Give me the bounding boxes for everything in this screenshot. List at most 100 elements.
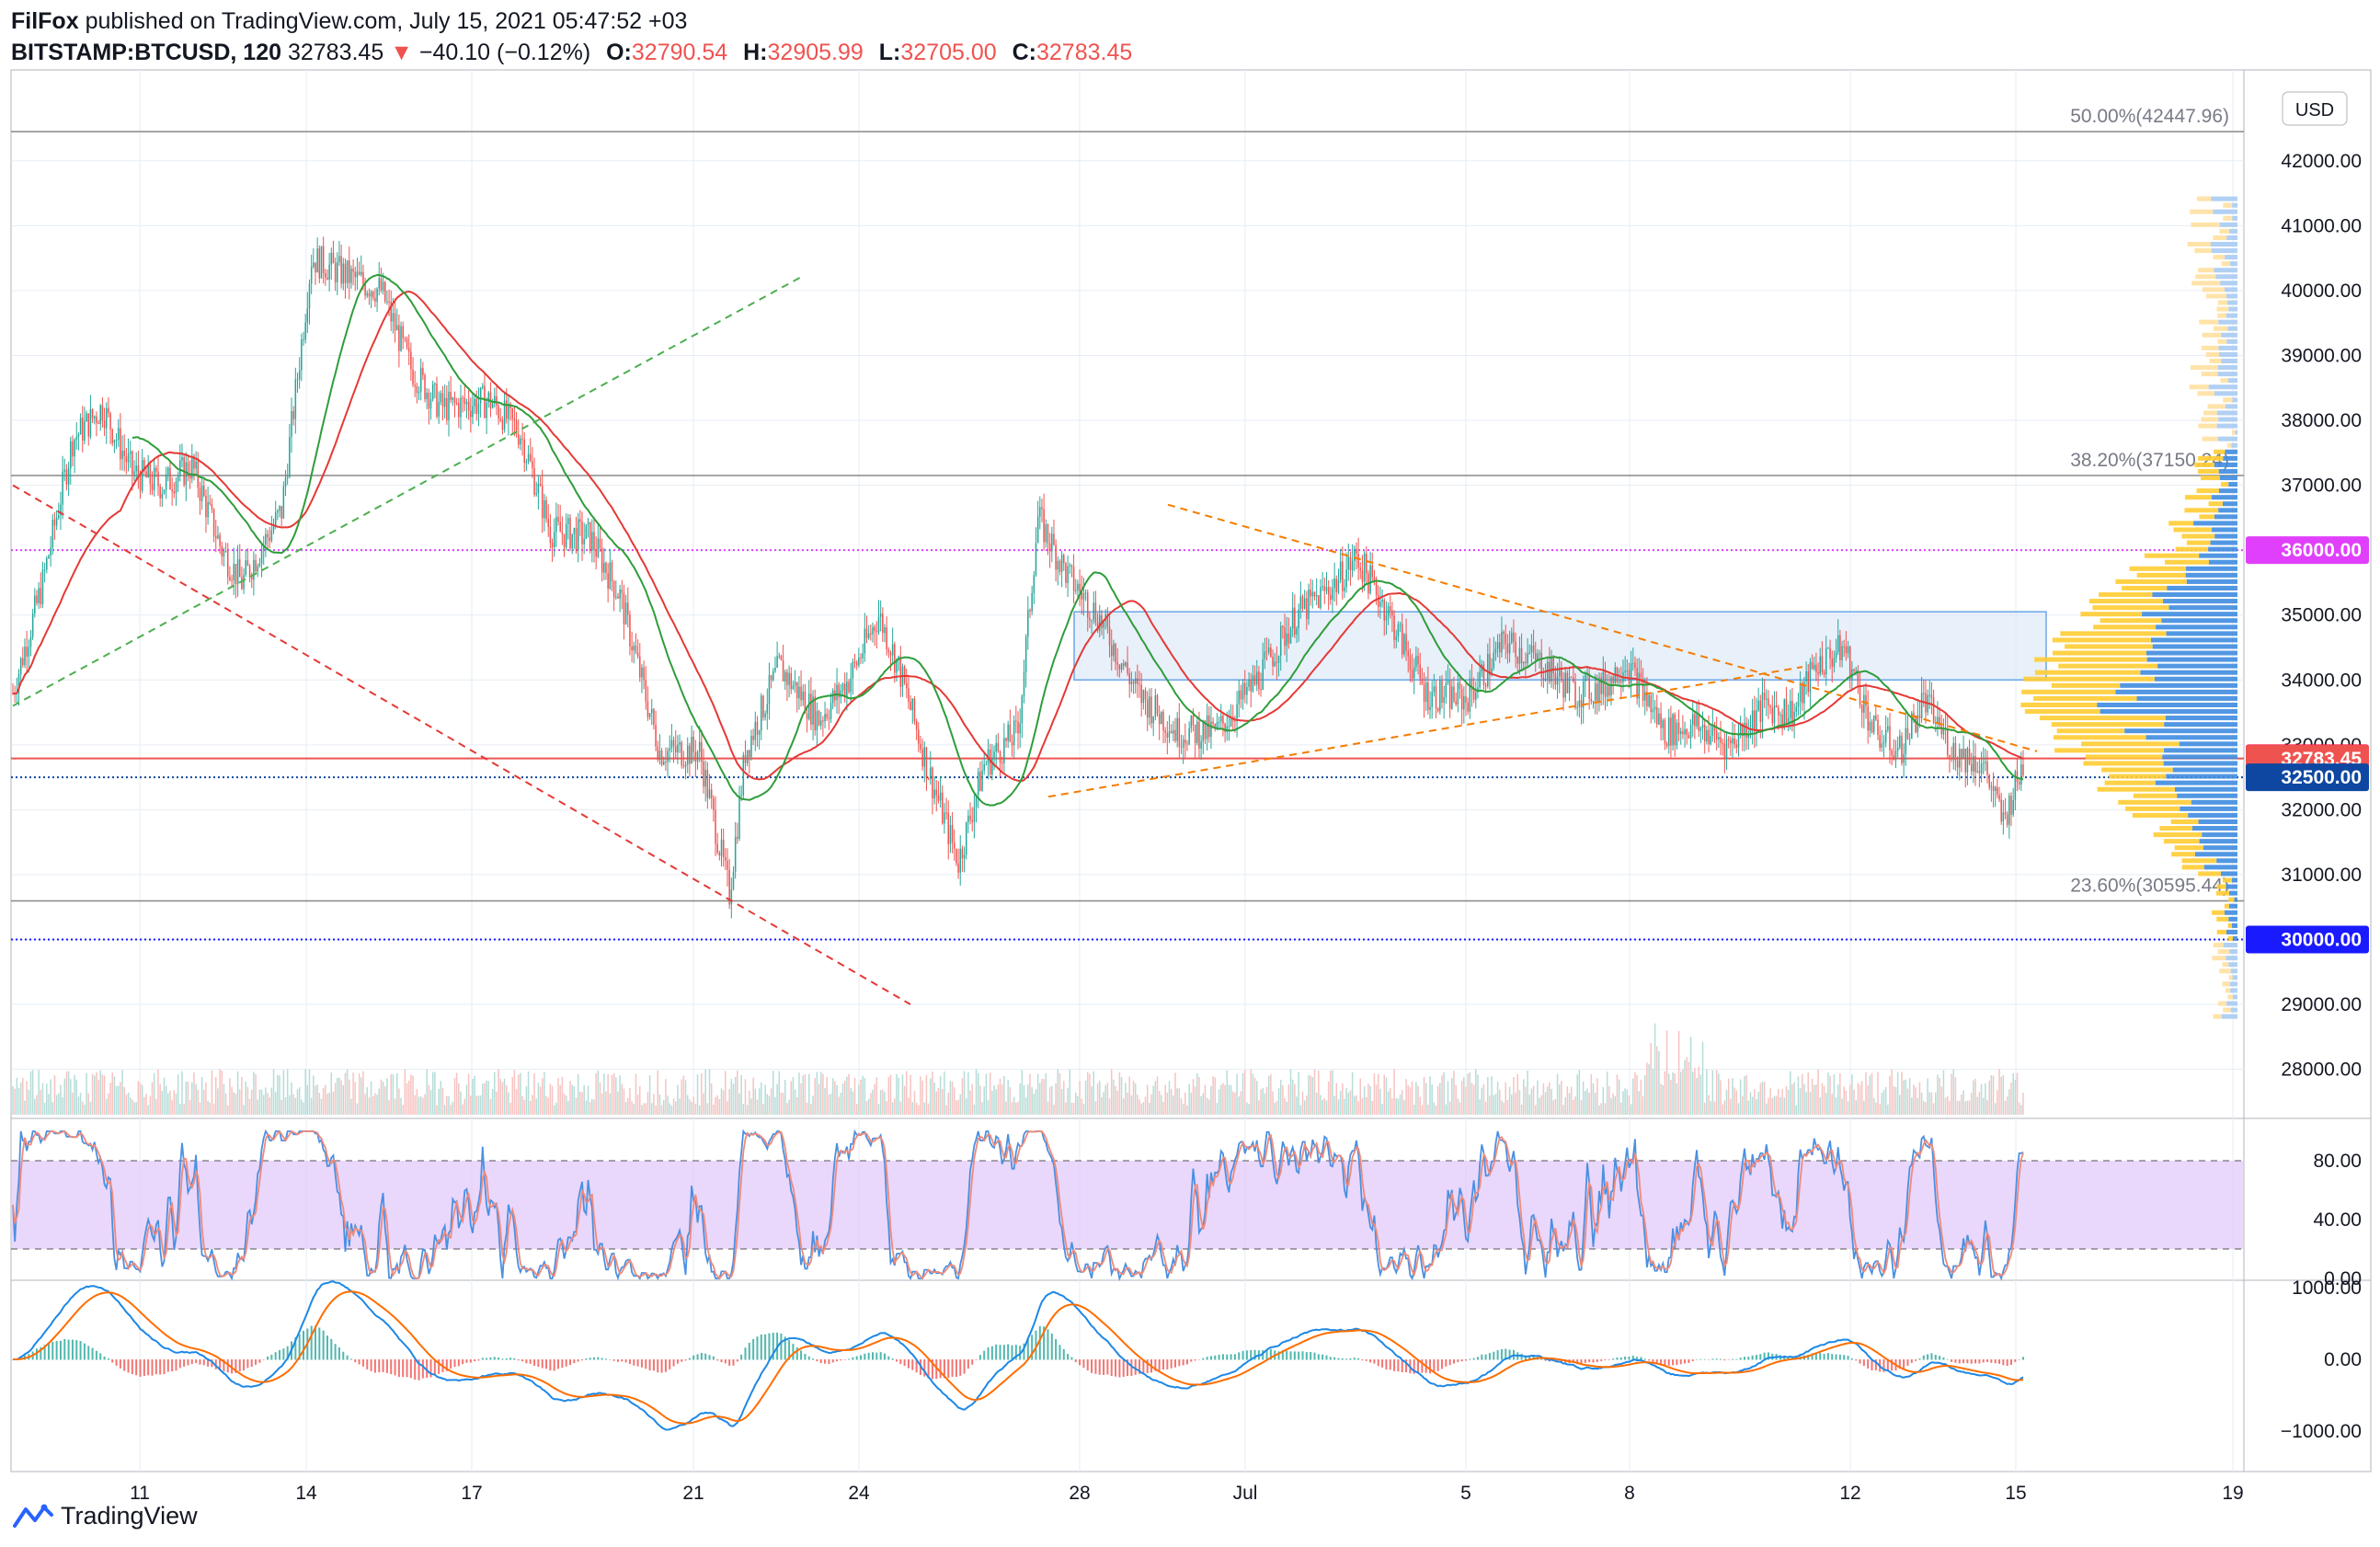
publish-line: FilFox published on TradingView.com, Jul… (11, 6, 2365, 37)
volume-bar (1260, 1089, 1262, 1115)
macd-hist-bar (740, 1354, 743, 1360)
volume-bar (318, 1093, 321, 1115)
candle-body (1279, 625, 1282, 656)
volume-bar (862, 1075, 864, 1115)
volume-bar (267, 1093, 269, 1115)
volume-bar (939, 1075, 942, 1115)
vp-bar-down (2203, 865, 2237, 870)
candle-body (101, 405, 104, 421)
volume-bar (1253, 1077, 1256, 1115)
candle-body (1320, 587, 1322, 609)
ma-red-line (12, 290, 2024, 783)
candle-body (617, 596, 619, 599)
candle-body (1787, 717, 1790, 725)
candle-body (1284, 627, 1286, 647)
currency-button-label[interactable]: USD (2295, 100, 2334, 120)
candle-body (1270, 647, 1272, 658)
macd-hist-bar (1464, 1359, 1467, 1361)
volume-bar (816, 1071, 818, 1115)
candle-body (589, 521, 591, 551)
vp-bar-up (2174, 845, 2203, 851)
volume-bar (97, 1080, 99, 1115)
macd-hist-bar (1847, 1356, 1849, 1360)
volume-bar (1817, 1069, 1819, 1115)
volume-bar (653, 1094, 655, 1115)
time-tick-label: 28 (1069, 1483, 1090, 1504)
volume-bar (1134, 1083, 1137, 1115)
volume-bar (1554, 1098, 1557, 1115)
volume-bar (175, 1094, 177, 1115)
candle-body (1918, 715, 1921, 718)
macd-hist-bar (107, 1358, 109, 1360)
volume-bar (969, 1090, 971, 1115)
volume-bar (441, 1087, 444, 1115)
candle-body (1222, 716, 1224, 724)
vp-bar-down (2217, 372, 2237, 377)
macd-hist-bar (246, 1359, 249, 1369)
volume-bar (975, 1069, 978, 1115)
volume-bar (315, 1085, 316, 1115)
candle-body (957, 863, 959, 873)
volume-bar (1057, 1069, 1059, 1115)
vp-bar-down (2210, 241, 2237, 247)
volume-bar (1425, 1083, 1427, 1115)
candle-body (701, 741, 703, 762)
vp-bar-down (2216, 423, 2237, 429)
candle-body (274, 512, 277, 526)
macd-hist-bar (963, 1359, 966, 1374)
candle-body (1598, 677, 1600, 704)
candle-body (175, 481, 177, 494)
macd-hist-bar (1361, 1359, 1364, 1361)
volume-bar (467, 1073, 470, 1115)
vp-bar-up (2216, 929, 2227, 934)
macd-hist-bar (1043, 1326, 1046, 1360)
volume-bar (624, 1102, 627, 1115)
candle-body (1831, 659, 1833, 667)
volume-bar (655, 1105, 657, 1115)
volume-bar (603, 1073, 605, 1115)
candle-body (1149, 696, 1150, 718)
candle-body (1455, 701, 1457, 705)
volume-bar (320, 1098, 323, 1115)
candle-body (219, 534, 221, 546)
volume-bar (1540, 1094, 1542, 1115)
symbol-label[interactable]: BITSTAMP:BTCUSD, 120 (11, 40, 282, 65)
macd-hist-bar (1488, 1353, 1491, 1360)
volume-bar (517, 1074, 520, 1115)
macd-hist-bar (1460, 1359, 1463, 1362)
volume-bar (105, 1098, 108, 1115)
author-name[interactable]: FilFox (11, 8, 79, 34)
volume-bar (1839, 1073, 1841, 1115)
macd-tick-label: −1000.00 (2281, 1421, 2362, 1442)
volume-bar (1236, 1073, 1238, 1115)
candle-body (1115, 643, 1116, 663)
vp-bar-up (2118, 799, 2191, 805)
candle-body (947, 812, 950, 844)
volume-bar (579, 1091, 581, 1115)
currency-button (2282, 91, 2348, 126)
candle-body (624, 602, 627, 625)
candle-body (1664, 720, 1666, 744)
volume-bar (1628, 1094, 1631, 1115)
volume-bar (585, 1100, 588, 1115)
candle-body (1596, 683, 1598, 704)
volume-bar (643, 1103, 645, 1115)
macd-hist-bar (43, 1345, 46, 1360)
candle-body (1313, 591, 1316, 597)
volume-bar (670, 1105, 673, 1115)
candle-body (1158, 714, 1161, 725)
high-label: H: (743, 40, 768, 65)
volume-bar (1696, 1077, 1698, 1115)
volume-bar (498, 1069, 499, 1115)
vp-bar-up (2034, 670, 2141, 675)
volume-bar (484, 1083, 486, 1115)
candle-body (352, 269, 354, 272)
tradingview-brand[interactable]: TradingView (13, 1497, 198, 1534)
volume-bar (241, 1077, 243, 1115)
macd-hist-bar (1998, 1359, 2001, 1364)
volume-bar (438, 1088, 440, 1115)
macd-hist-bar (704, 1353, 707, 1360)
candle-body (115, 440, 118, 441)
macd-hist-bar (795, 1346, 798, 1360)
